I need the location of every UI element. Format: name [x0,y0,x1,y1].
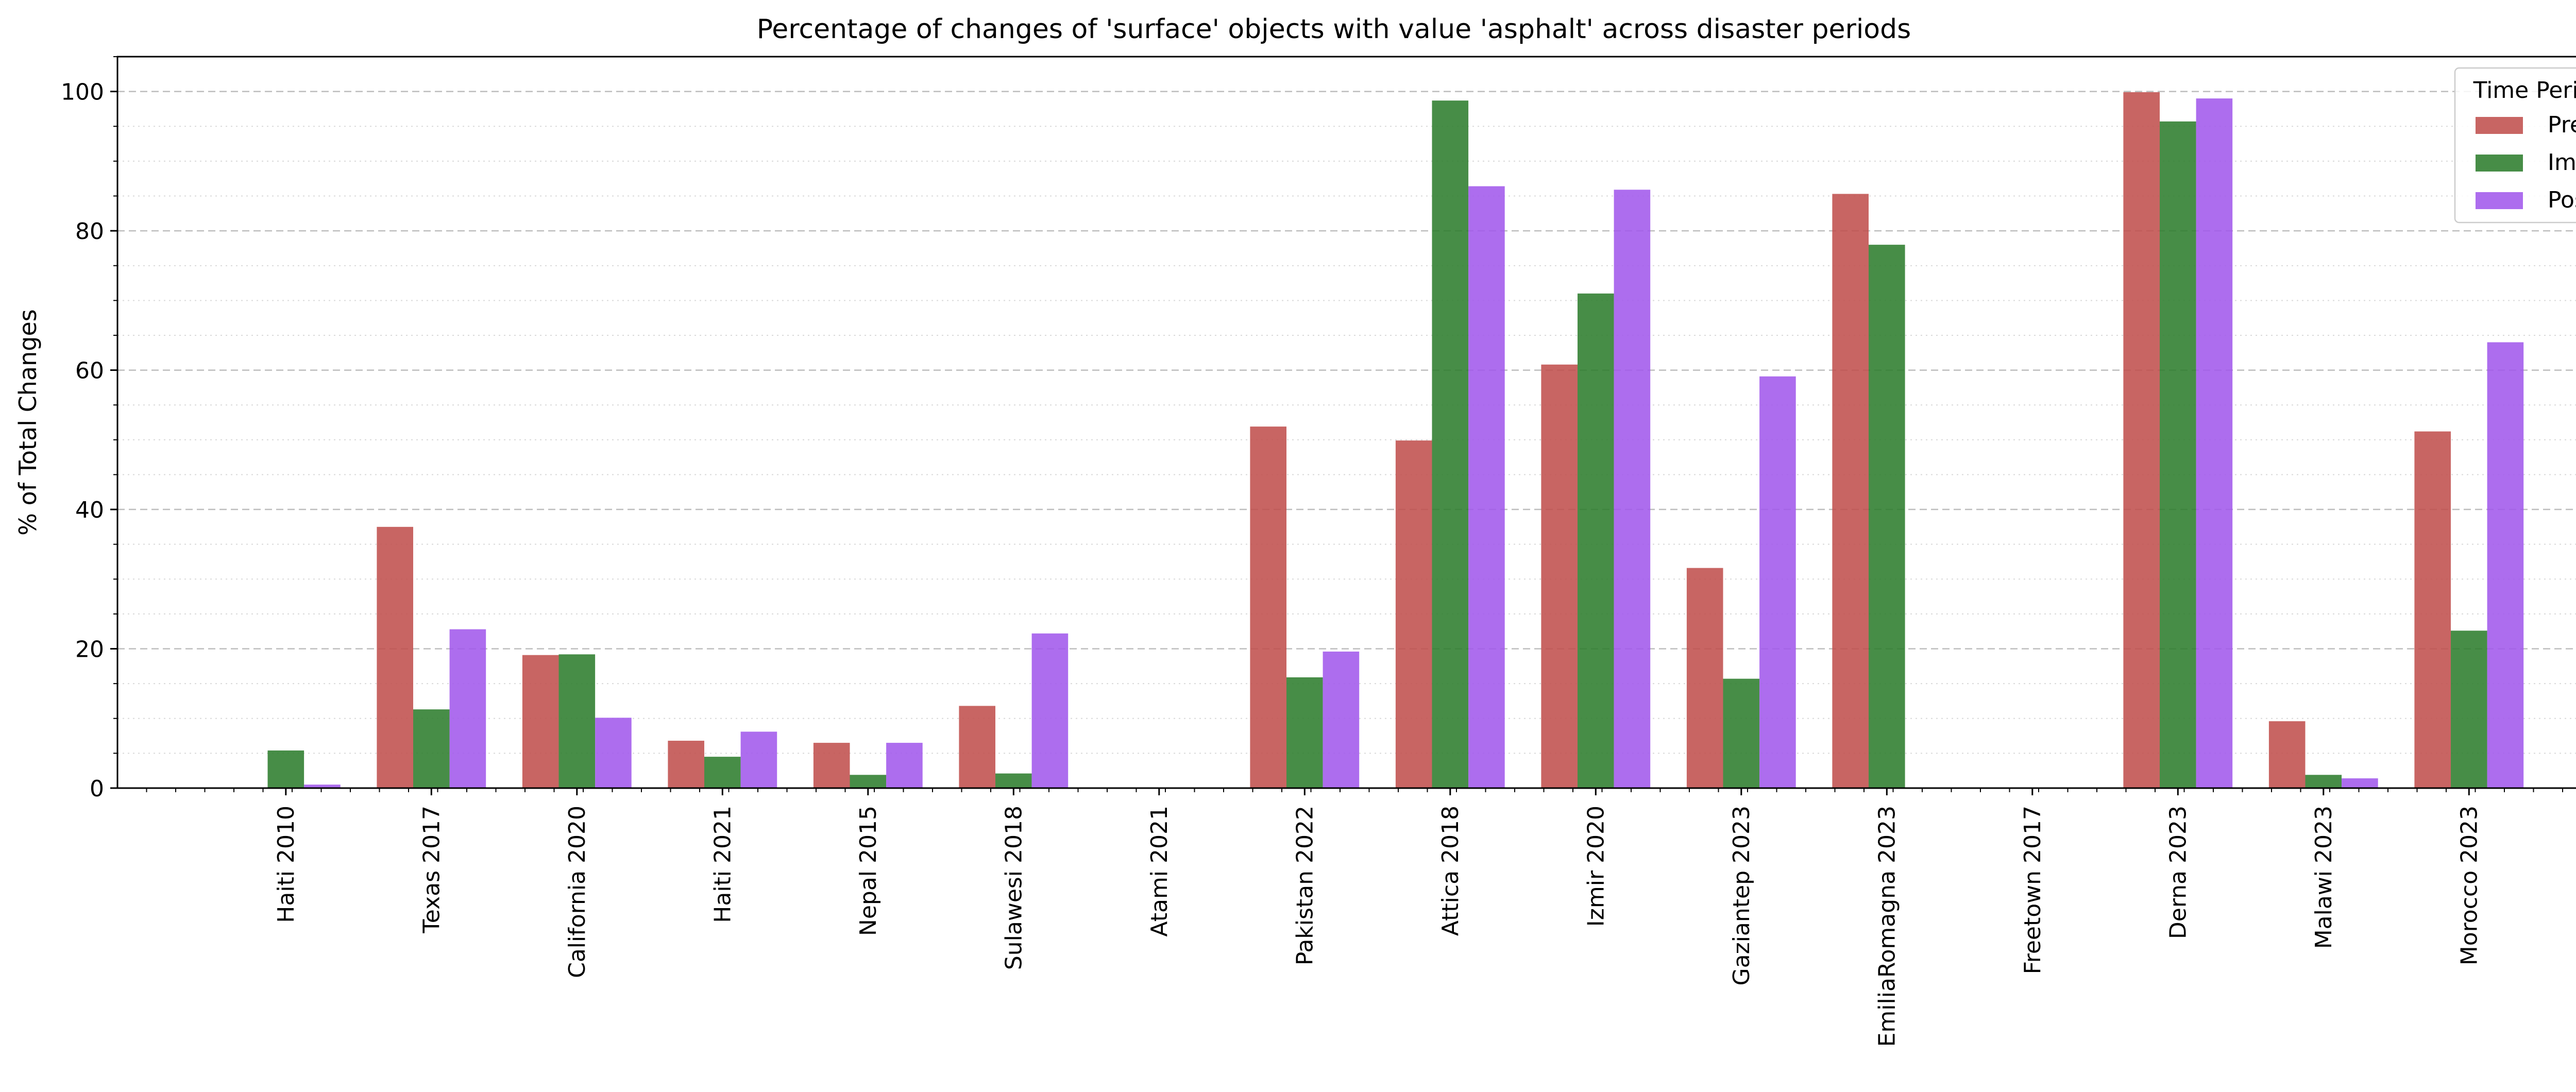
y-tick-label: 20 [75,637,104,663]
x-tick-label: California 2020 [564,806,590,978]
x-tick-label: Attica 2018 [1437,806,1464,936]
bar-pre-14 [2268,721,2306,788]
x-tick-label: Morocco 2023 [2456,806,2482,965]
legend-label-pre: Pre [2548,112,2576,138]
x-tick-label: Haiti 2010 [273,806,299,923]
bar-imm-3 [704,757,741,788]
bar-pre-4 [813,743,850,788]
y-tick-label: 0 [90,776,104,802]
bar-pre-3 [668,741,704,788]
x-tick-label: Nepal 2015 [855,806,882,936]
y-tick-label: 80 [75,218,104,245]
bar-imm-4 [850,775,887,788]
bar-pre-2 [522,655,559,788]
legend-swatch-post [2476,192,2523,209]
bars [267,92,2524,789]
bar-imm-8 [1432,100,1469,789]
bar-pre-7 [1250,426,1286,788]
x-tick-label: Texas 2017 [418,806,445,934]
legend-label-post: Post [2548,187,2576,213]
x-tick-label: Gaziantep 2023 [1728,806,1755,985]
legend-title: Time Period [2473,77,2576,104]
chart-title: Percentage of changes of 'surface' objec… [757,14,1911,45]
axes: 0 20 40 60 80 100 Haiti 2010 Texas 2017 Californ… [61,56,2576,1047]
bar-post-14 [2342,778,2378,788]
bar-imm-14 [2305,775,2342,788]
bar-pre-5 [959,706,995,788]
bar-post-3 [740,731,777,788]
legend-label-imm: Imm [2548,149,2576,176]
bar-imm-15 [2451,630,2487,788]
legend: Time Period Pre Imm Post [2454,67,2576,224]
bar-post-13 [2196,98,2233,789]
legend-swatch-imm [2476,155,2523,172]
plot-frame [116,56,2576,789]
x-tick-label: Derna 2023 [2165,806,2191,939]
x-tick-label: Haiti 2021 [709,806,736,923]
y-axis-label: % of Total Changes [14,309,42,535]
bar-imm-0 [267,750,304,788]
legend-box [2454,67,2576,224]
y-tick-label: 40 [75,497,104,523]
bar-pre-8 [1395,440,1432,788]
y-tick-label: 100 [61,79,104,106]
bar-post-7 [1323,651,1360,788]
bar-post-8 [1468,186,1505,788]
bar-post-4 [886,743,923,788]
bar-imm-2 [558,654,596,788]
bar-post-9 [1614,190,1651,789]
bar-imm-11 [1869,245,1905,789]
bar-pre-15 [2414,431,2451,788]
bar-imm-5 [995,773,1032,788]
bar-pre-9 [1541,364,1578,788]
bar-post-1 [449,629,486,788]
bar-post-10 [1759,376,1796,788]
x-tick-label: Malawi 2023 [2311,806,2337,949]
x-tick-label: Freetown 2017 [2020,806,2046,974]
bar-post-5 [1031,633,1069,788]
x-tick-label: Sulawesi 2018 [1001,806,1027,970]
bar-pre-13 [2123,92,2160,788]
bar-post-2 [595,718,632,788]
bar-post-15 [2487,342,2524,788]
x-tick-label: Izmir 2020 [1583,806,1609,927]
bar-pre-1 [377,526,413,788]
x-tick-label: EmiliaRomagna 2023 [1874,806,1900,1047]
legend-swatch-pre [2476,117,2523,134]
y-tick-label: 60 [75,358,104,384]
bar-imm-10 [1723,678,1760,788]
bar-imm-9 [1578,293,1614,788]
bar-imm-13 [2160,121,2196,788]
bar-imm-1 [413,709,450,788]
bar-post-0 [304,784,341,788]
x-tick-label: Atami 2021 [1146,806,1173,937]
bar-pre-11 [1832,194,1869,788]
bar-pre-10 [1686,568,1723,788]
x-tick-label: Pakistan 2022 [1292,806,1318,965]
bar-imm-7 [1286,677,1323,788]
